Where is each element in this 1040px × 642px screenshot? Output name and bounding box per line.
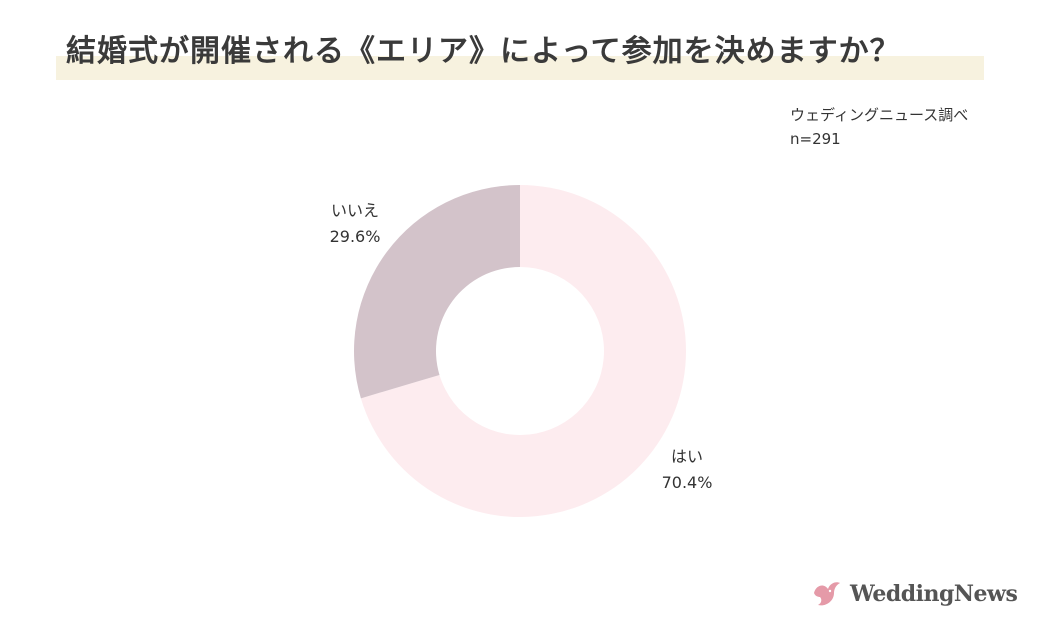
slice-value-label: 70.4% <box>662 473 713 492</box>
slice-label: いいえ <box>331 201 379 220</box>
pie-slice <box>360 185 686 517</box>
sample-size: n=291 <box>790 130 841 148</box>
chart-title: 結婚式が開催される《エリア》によって参加を決めますか？ <box>66 34 901 69</box>
title-highlight <box>56 56 984 80</box>
logo: WeddingNews <box>810 574 1018 614</box>
slice-value-label: 29.6% <box>330 227 381 246</box>
source-note: ウェディングニュース調べ n=291 <box>790 103 968 151</box>
source-line: ウェディングニュース調べ <box>790 106 969 124</box>
dove-icon <box>814 582 840 606</box>
logo-text: WeddingNews <box>850 581 1018 607</box>
pie-slice <box>354 185 520 399</box>
slice-label: はい <box>671 447 703 466</box>
